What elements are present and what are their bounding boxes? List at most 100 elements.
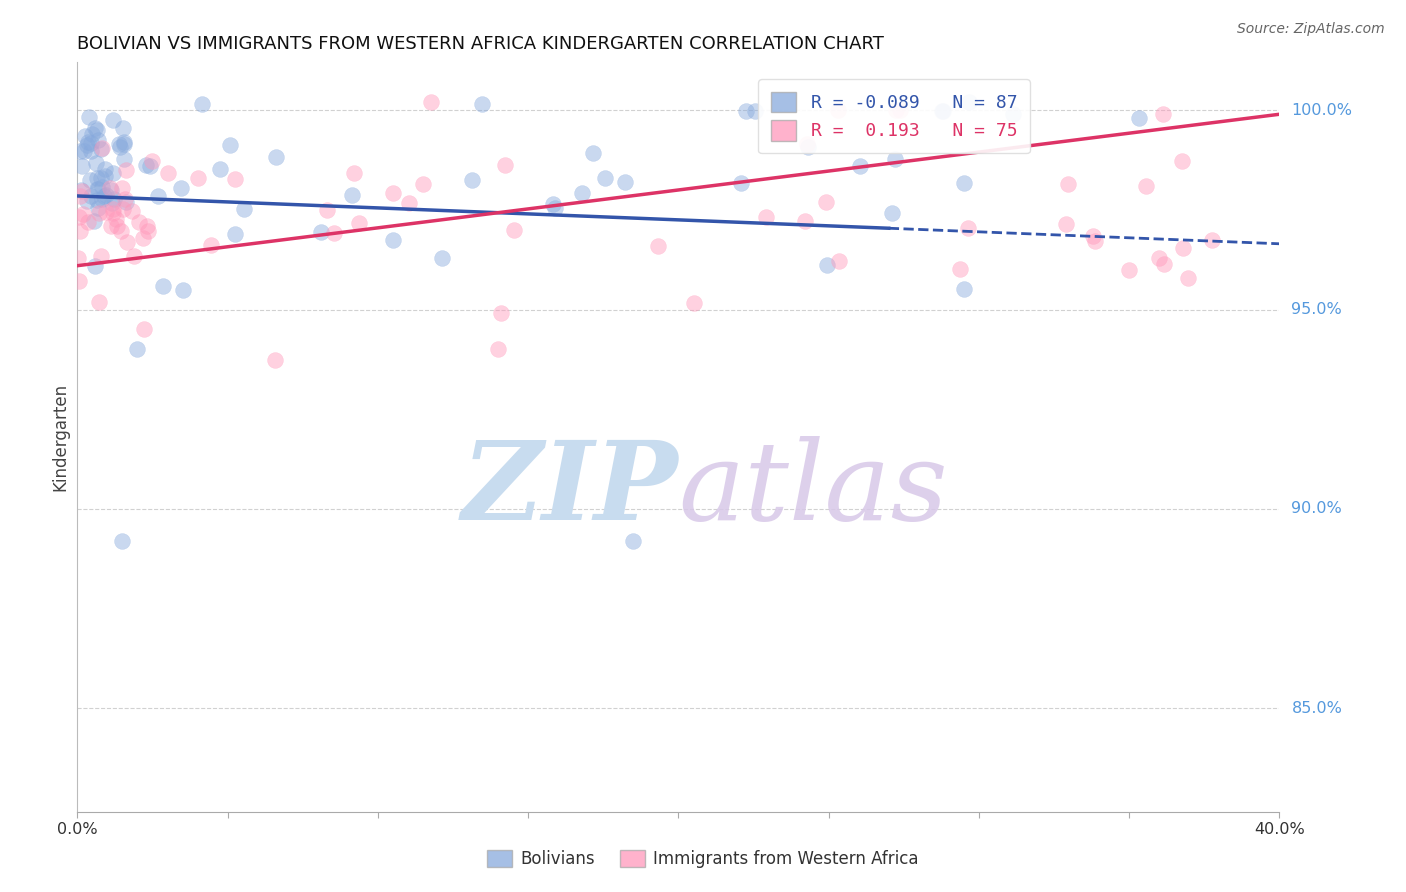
Point bbox=[111, 202, 134, 216]
Point bbox=[1171, 153, 1194, 168]
Point bbox=[90, 249, 112, 263]
Point bbox=[191, 97, 214, 112]
Point bbox=[124, 249, 146, 263]
Point bbox=[112, 137, 135, 152]
Point bbox=[93, 189, 115, 203]
Point bbox=[112, 135, 135, 149]
Point bbox=[86, 194, 108, 208]
Point bbox=[112, 152, 135, 166]
Point bbox=[69, 144, 91, 158]
Point bbox=[398, 196, 420, 211]
Point bbox=[796, 136, 818, 151]
Point bbox=[543, 197, 565, 211]
Point bbox=[884, 103, 907, 118]
Point bbox=[86, 133, 108, 147]
Point bbox=[793, 214, 815, 228]
Point bbox=[100, 183, 122, 197]
Point bbox=[1056, 178, 1078, 192]
Point bbox=[80, 144, 103, 158]
Point bbox=[104, 211, 127, 226]
Point bbox=[128, 214, 150, 228]
Point bbox=[84, 155, 107, 169]
Point bbox=[814, 195, 837, 210]
Point bbox=[108, 137, 131, 152]
Text: 95.0%: 95.0% bbox=[1292, 302, 1343, 317]
Point bbox=[224, 227, 246, 242]
Point bbox=[111, 533, 134, 548]
Point bbox=[957, 95, 980, 110]
Point bbox=[136, 224, 159, 238]
Point bbox=[340, 188, 363, 202]
Point bbox=[132, 322, 155, 336]
Point bbox=[121, 204, 143, 219]
Point bbox=[136, 219, 159, 234]
Text: 85.0%: 85.0% bbox=[1292, 700, 1343, 715]
Point bbox=[101, 202, 124, 216]
Point bbox=[1135, 179, 1157, 194]
Point bbox=[734, 104, 756, 119]
Point bbox=[1084, 234, 1107, 248]
Point bbox=[87, 205, 110, 219]
Point bbox=[103, 206, 125, 220]
Point bbox=[571, 186, 593, 200]
Point bbox=[828, 253, 851, 268]
Point bbox=[730, 176, 752, 190]
Point bbox=[66, 251, 89, 265]
Point bbox=[76, 194, 98, 208]
Point bbox=[114, 194, 136, 209]
Point bbox=[87, 202, 110, 216]
Text: 90.0%: 90.0% bbox=[1292, 501, 1343, 516]
Point bbox=[83, 259, 105, 273]
Point bbox=[91, 140, 114, 154]
Point bbox=[471, 96, 494, 111]
Point bbox=[208, 162, 231, 177]
Point bbox=[76, 138, 98, 153]
Point bbox=[1149, 251, 1171, 265]
Point bbox=[957, 221, 980, 235]
Point bbox=[170, 180, 193, 194]
Point bbox=[90, 142, 112, 156]
Point bbox=[1081, 228, 1104, 243]
Point bbox=[187, 171, 209, 186]
Point bbox=[93, 169, 115, 183]
Point bbox=[90, 171, 112, 186]
Point bbox=[744, 104, 766, 119]
Point bbox=[73, 129, 96, 144]
Point bbox=[621, 533, 644, 548]
Point bbox=[381, 234, 404, 248]
Legend: Bolivians, Immigrants from Western Africa: Bolivians, Immigrants from Western Afric… bbox=[481, 843, 925, 875]
Point bbox=[1118, 262, 1140, 277]
Point bbox=[69, 183, 91, 197]
Point bbox=[105, 219, 128, 234]
Point bbox=[797, 140, 820, 154]
Point bbox=[70, 184, 93, 198]
Point bbox=[219, 138, 242, 153]
Point bbox=[67, 274, 90, 288]
Point bbox=[82, 128, 104, 142]
Point bbox=[949, 261, 972, 276]
Point bbox=[132, 231, 155, 245]
Point bbox=[200, 238, 222, 252]
Point bbox=[100, 195, 122, 210]
Y-axis label: Kindergarten: Kindergarten bbox=[51, 383, 69, 491]
Point bbox=[127, 343, 149, 357]
Point bbox=[84, 121, 107, 136]
Point bbox=[931, 104, 953, 119]
Point bbox=[430, 251, 453, 265]
Point bbox=[111, 181, 134, 195]
Point bbox=[264, 352, 287, 367]
Point bbox=[90, 179, 112, 194]
Point bbox=[83, 214, 105, 228]
Point bbox=[72, 207, 94, 221]
Point bbox=[544, 201, 567, 215]
Point bbox=[1128, 111, 1150, 125]
Point bbox=[115, 235, 138, 249]
Point bbox=[103, 166, 125, 180]
Point bbox=[1171, 241, 1194, 255]
Point bbox=[96, 204, 118, 219]
Point bbox=[953, 282, 976, 296]
Point bbox=[70, 159, 93, 173]
Point bbox=[880, 206, 903, 220]
Point bbox=[494, 158, 516, 172]
Point bbox=[420, 95, 443, 110]
